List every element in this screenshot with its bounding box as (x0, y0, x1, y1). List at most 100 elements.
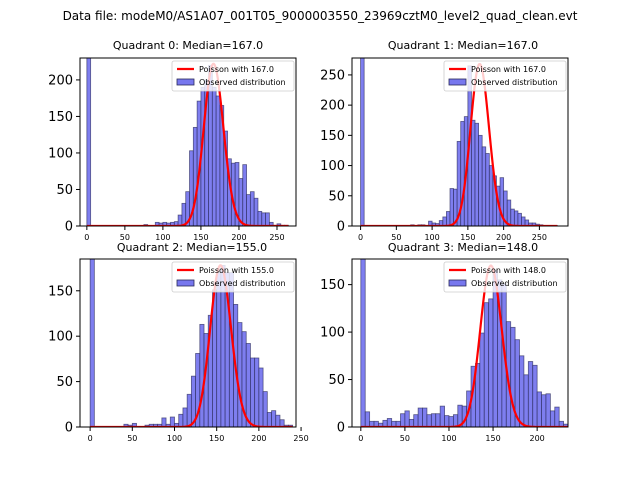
histogram-bar (262, 391, 268, 427)
quadrant-2-plot-area: 0 50 100 150 0 50 100 150 200 250 (48, 258, 309, 443)
quadrant-2-axes-frame (79, 258, 297, 428)
y-tick-label: 100 (320, 326, 345, 341)
histogram-bar (275, 414, 281, 427)
quadrant-0-legend-observed-swatch (176, 78, 195, 86)
quadrant-1-axes-frame (351, 57, 569, 227)
quadrant-3-legend-observed-label: Observed distribution (471, 279, 558, 288)
y-tick-label: 0 (337, 220, 345, 235)
histogram-bar (521, 216, 526, 226)
quadrant-1-legend: Poisson with 167.0 Observed distribution (443, 60, 567, 92)
histogram-bar (536, 391, 542, 427)
quadrant-1-legend-observed-swatch (448, 78, 467, 86)
x-tick-label: 0 (358, 434, 363, 443)
x-tick-label: 200 (496, 233, 511, 242)
y-tick-label: 100 (48, 330, 73, 345)
histogram-bar (400, 413, 406, 427)
histogram-bar (242, 164, 247, 226)
histogram-bar (510, 208, 515, 226)
histogram-bar (554, 406, 560, 427)
quadrant-3-legend-frame (443, 261, 567, 293)
quadrant-2-legend-observed-label: Observed distribution (199, 279, 286, 288)
quadrant-2-title: Quadrant 2: Median=155.0 (117, 241, 267, 254)
quadrant-2-legend-observed-swatch (176, 279, 195, 287)
histogram-bar (181, 202, 187, 226)
x-tick-label: 250 (293, 434, 308, 443)
histogram-bar (249, 191, 255, 226)
histogram-bar (417, 407, 423, 427)
x-tick-label: 150 (209, 434, 224, 443)
histogram-bar (488, 298, 494, 427)
quadrant-3-title: Quadrant 3: Median=148.0 (388, 241, 538, 254)
histogram-bar (448, 416, 454, 427)
x-tick-label: 50 (120, 233, 130, 242)
histogram-bar (279, 419, 285, 427)
histogram-bar (250, 357, 256, 427)
quadrant-1-title: Quadrant 1: Median=167.0 (388, 39, 538, 52)
histogram-bar (452, 414, 459, 427)
quadrant-3-axes-frame (351, 258, 569, 428)
histogram-bar (360, 58, 365, 226)
y-tick-label: 50 (56, 375, 73, 390)
histogram-bar (258, 367, 264, 427)
quadrant-0-legend-frame (171, 60, 295, 92)
histogram-bar (442, 216, 447, 226)
y-tick-label: 150 (320, 129, 345, 144)
histogram-bar (161, 417, 167, 427)
histogram-bar (192, 126, 198, 226)
histogram-bar (506, 199, 512, 226)
y-tick-label: 0 (65, 421, 73, 436)
histogram-bar (271, 410, 277, 427)
histogram-bar (523, 374, 529, 427)
histogram-bar (257, 210, 263, 226)
quadrant-0-axes-frame (79, 57, 297, 227)
x-tick-label: 100 (424, 233, 439, 242)
x-tick-label: 150 (460, 233, 475, 242)
histogram-bar (386, 418, 393, 427)
histogram-bar (360, 259, 366, 427)
histogram-bar (439, 405, 445, 427)
y-tick-label: 150 (48, 110, 73, 125)
histogram-bar (177, 214, 183, 226)
histogram-bar (254, 357, 260, 427)
quadrant-0-panel: Quadrant 0: Median=167.0 0 50 100 150 200 0 50… (48, 39, 297, 242)
histogram-bar (563, 423, 568, 427)
histogram-bar (422, 407, 428, 427)
histogram-bar (215, 95, 221, 226)
quadrant-3-plot-area: 0 50 100 150 0 50 100 150 200 (320, 258, 569, 443)
histogram-bar (474, 122, 479, 226)
quadrant-0-title: Quadrant 0: Median=167.0 (113, 39, 263, 52)
x-tick-label: 0 (88, 434, 93, 443)
histogram-bar (435, 413, 441, 427)
y-tick-label: 0 (65, 220, 73, 235)
x-tick-label: 100 (167, 434, 182, 443)
x-tick-label: 200 (530, 434, 545, 443)
histogram-bar (408, 419, 415, 427)
histogram-bar (265, 212, 270, 226)
histogram-bar (517, 212, 522, 226)
x-tick-label: 50 (127, 434, 137, 443)
histogram-bar (449, 188, 454, 226)
histogram-bar (413, 414, 419, 427)
y-tick-label: 150 (48, 284, 73, 299)
histogram-bar (266, 412, 272, 427)
quadrant-1-panel: Quadrant 1: Median=167.0 0 50 100 150 200 250… (320, 39, 569, 242)
histogram-bar (182, 407, 188, 427)
x-tick-label: 0 (84, 233, 89, 242)
quadrant-2-legend-frame (171, 261, 295, 293)
quadrant-1-plot-area: 0 50 100 150 200 250 0 50 100 150 200 250 (320, 57, 569, 242)
histogram-bar (478, 134, 483, 226)
histogram-bar (541, 394, 547, 427)
quadrant-2-legend-poisson-label: Poisson with 155.0 (199, 266, 274, 275)
y-tick-label: 50 (56, 183, 73, 198)
histogram-bar (513, 210, 519, 226)
histogram-bar (481, 146, 487, 226)
y-tick-label: 200 (320, 99, 345, 114)
histogram-bar (479, 332, 485, 427)
x-tick-label: 250 (269, 233, 284, 242)
quadrant-0-bars (86, 58, 289, 226)
quadrant-3-bars (360, 259, 568, 427)
histogram-bar (444, 415, 450, 427)
histogram-bar (216, 272, 222, 427)
histogram-bar (549, 410, 556, 427)
